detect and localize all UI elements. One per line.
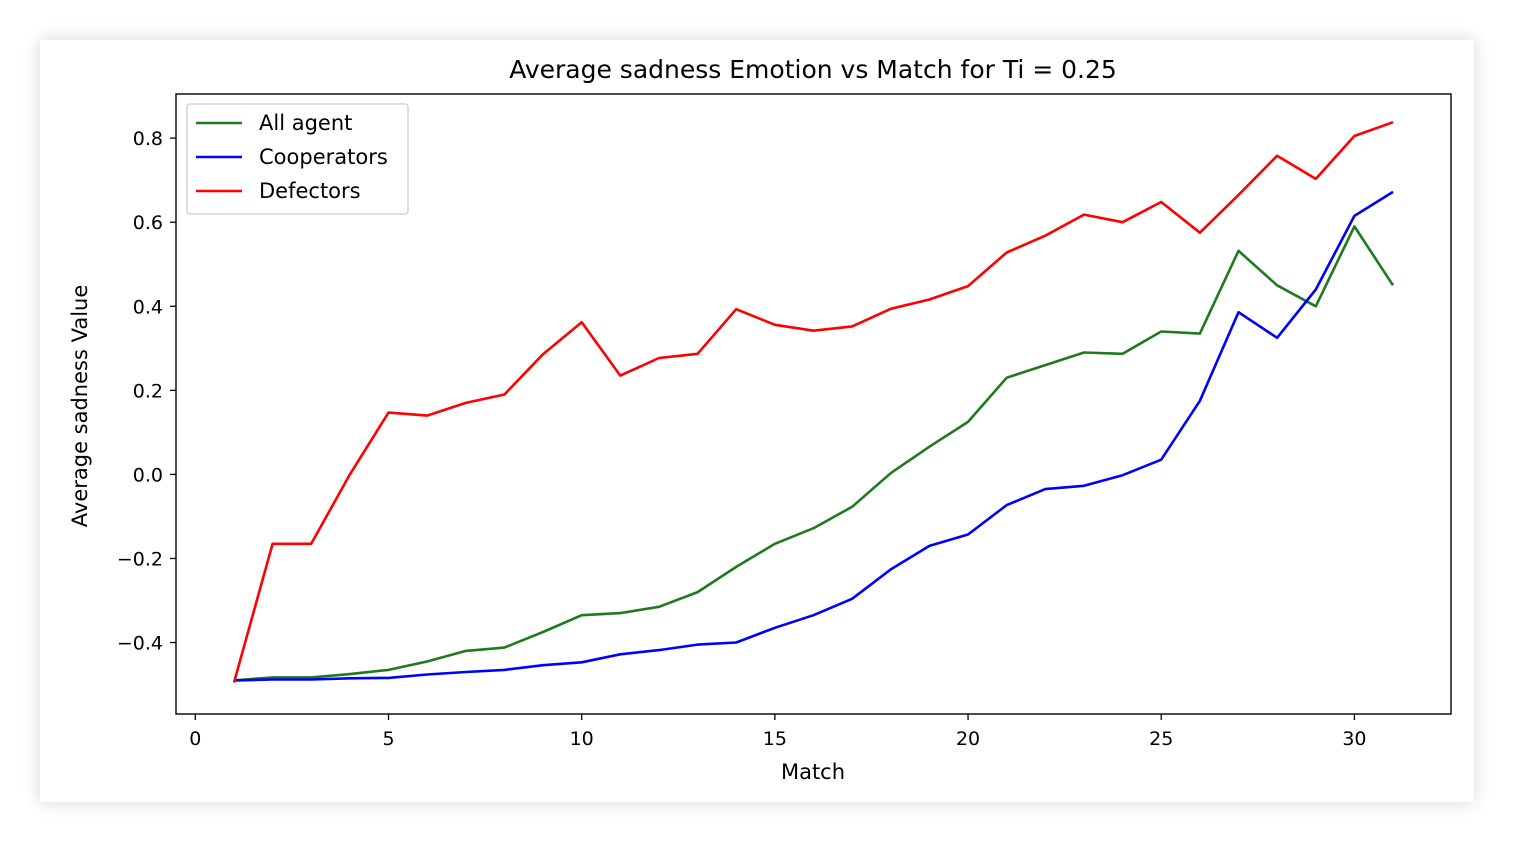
- y-tick-label: −0.4: [117, 633, 163, 655]
- x-tick-label: 25: [1149, 728, 1173, 750]
- chart-title: Average sadness Emotion vs Match for Ti …: [509, 55, 1117, 84]
- y-tick-label: 0.0: [133, 464, 163, 486]
- y-tick-label: 0.6: [133, 212, 163, 234]
- series-line-defectors: [232, 120, 1394, 683]
- y-tick-label: 0.8: [133, 128, 163, 150]
- y-tick-label: −0.2: [117, 548, 163, 570]
- x-axis-label: Match: [781, 760, 845, 784]
- y-tick-label: 0.2: [133, 380, 163, 402]
- legend-label-all-agent: All agent: [259, 111, 352, 135]
- legend: All agent Cooperators Defectors: [186, 103, 409, 215]
- x-tick-label: 30: [1342, 728, 1366, 750]
- y-axis-label: Average sadness Value: [68, 285, 92, 528]
- plot-area: 0 5 10 15 20 25 30 −0.4 −0.2 0.0 0.2 0.4 0.6 0.8: [117, 120, 1395, 750]
- x-tick-label: 0: [189, 728, 201, 750]
- series-line-all-agent: [233, 225, 1395, 682]
- x-tick-label: 15: [763, 728, 787, 750]
- y-tick-label: 0.4: [133, 296, 163, 318]
- series-line-cooperators: [233, 190, 1394, 682]
- legend-label-defectors: Defectors: [259, 179, 361, 203]
- x-tick-label: 10: [570, 728, 594, 750]
- x-tick-label: 20: [956, 728, 980, 750]
- legend-box: [186, 103, 409, 215]
- plot-frame: [175, 93, 1452, 715]
- x-tick-label: 5: [382, 728, 394, 750]
- legend-label-cooperators: Cooperators: [259, 145, 388, 169]
